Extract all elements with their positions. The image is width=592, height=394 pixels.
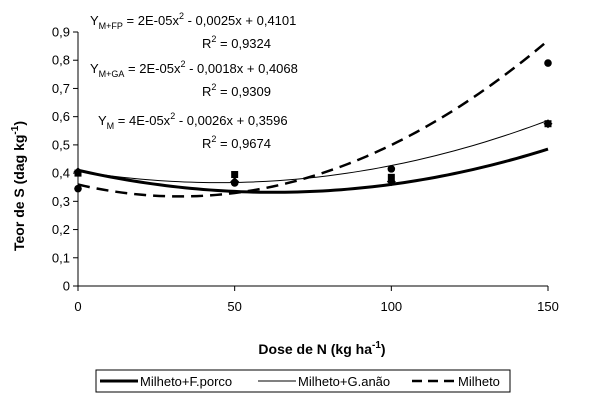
svg-text:R2 = 0,9324: R2 = 0,9324: [202, 34, 271, 51]
x-tick-label: 100: [380, 299, 402, 314]
marker-series-2-point-2: [387, 165, 396, 173]
svg-text:R2 = 0,9309: R2 = 0,9309: [202, 82, 271, 99]
equation-annotations: YM+FP = 2E-05x2 - 0,0025x + 0,4101 R2 = …: [90, 11, 298, 151]
svg-text:R2 = 0,9674: R2 = 0,9674: [202, 134, 271, 151]
y-tick-label: 0,1: [52, 250, 70, 265]
svg-text:YM+FP = 2E-05x2 - 0,0025x + 0,: YM+FP = 2E-05x2 - 0,0025x + 0,4101: [90, 11, 296, 31]
eq3-r2: = 0,9674: [216, 136, 271, 151]
eq1-b: - 0,0025x + 0,4101: [184, 13, 296, 28]
marker-series-2-point-3: [544, 59, 552, 67]
y-axis-title: Teor de S (dag kg-1): [10, 121, 27, 251]
equation-m-fp: YM+FP = 2E-05x2 - 0,0025x + 0,4101 R2 = …: [90, 11, 296, 51]
eq1-y: Y: [90, 13, 99, 28]
marker-series-1-point-3: [543, 119, 553, 129]
y-tick-label: 0,4: [52, 166, 70, 181]
fit-curve-series-2: [77, 39, 549, 198]
equation-m-ga: YM+GA = 2E-05x2 - 0,0018x + 0,4068 R2 = …: [90, 59, 298, 99]
legend-item-milheto-ganao: Milheto+G.anão: [258, 374, 390, 389]
y-tick-label: 0,9: [52, 25, 70, 40]
y-tick-label: 0,6: [52, 109, 70, 124]
fit-curve-series-1: [77, 119, 549, 184]
eq1-sup: 2: [179, 11, 184, 21]
y-tick-label: 0,3: [52, 194, 70, 209]
marker-series-1-point-2: [386, 177, 396, 187]
x-tick-label: 50: [227, 299, 241, 314]
legend-item-milheto-fporco: Milheto+F.porco: [100, 374, 232, 389]
eq3-y: Y: [98, 113, 107, 128]
eq3-sup: 2: [170, 111, 175, 121]
legend-item-milheto: Milheto: [412, 374, 500, 389]
legend-label-milheto-ganao: Milheto+G.anão: [298, 374, 390, 389]
fit-curve-series-0: [77, 147, 549, 194]
axis-ticks: 0 0,1 0,2 0,3 0,4 0,5 0,6 0,7 0,8 0,9 0 50 100 150: [52, 25, 559, 315]
eq2-a: = 2E-05x: [124, 61, 181, 76]
legend: Milheto+F.porco Milheto+G.anão Milheto: [95, 369, 511, 393]
marker-series-2-point-0: [74, 184, 82, 193]
x-tick-label: 150: [537, 299, 559, 314]
marker-series-2-point-1: [230, 179, 239, 187]
svg-text:YM+GA = 2E-05x2 - 0,0018x + 0,: YM+GA = 2E-05x2 - 0,0018x + 0,4068: [90, 59, 298, 79]
eq1-sub: M+FP: [99, 21, 123, 31]
legend-box: [95, 369, 511, 393]
axes: [77, 32, 548, 287]
x-tick-label: 0: [74, 299, 81, 314]
y-tick-label: 0,7: [52, 81, 70, 96]
fit-curves: [77, 39, 549, 198]
eq2-y: Y: [90, 61, 99, 76]
eq3-b: - 0,0026x + 0,3596: [175, 113, 287, 128]
svg-text:YM = 4E-05x2 - 0,0026x + 0,359: YM = 4E-05x2 - 0,0026x + 0,3596: [98, 111, 288, 131]
y-tick-label: 0: [63, 279, 70, 294]
eq2-sub: M+GA: [99, 69, 125, 79]
data-markers: [73, 59, 553, 193]
eq2-sup: 2: [180, 59, 185, 69]
eq2-r2: = 0,9309: [216, 84, 271, 99]
eq2-b: - 0,0018x + 0,4068: [185, 61, 297, 76]
eq3-sub: M: [107, 121, 115, 131]
eq1-r2: = 0,9324: [216, 36, 271, 51]
x-axis-title: Dose de N (kg ha-1): [258, 340, 385, 357]
y-tick-label: 0,8: [52, 53, 70, 68]
legend-label-milheto-fporco: Milheto+F.porco: [140, 374, 232, 389]
y-tick-label: 0,2: [52, 222, 70, 237]
eq3-a: = 4E-05x: [114, 113, 171, 128]
legend-label-milheto: Milheto: [458, 374, 500, 389]
eq1-a: = 2E-05x: [123, 13, 180, 28]
marker-series-1-point-0: [73, 167, 83, 177]
equation-m: YM = 4E-05x2 - 0,0026x + 0,3596 R2 = 0,9…: [98, 111, 288, 151]
marker-series-0-point-1: [231, 171, 239, 179]
y-tick-label: 0,5: [52, 137, 70, 152]
